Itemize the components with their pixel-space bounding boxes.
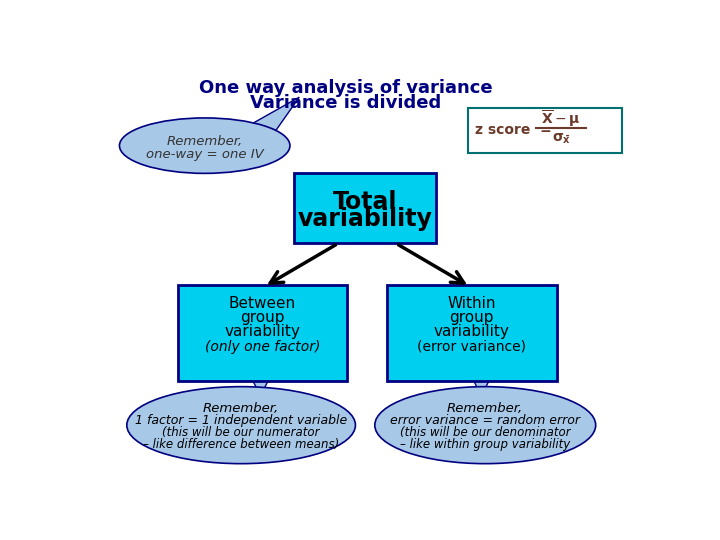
FancyBboxPatch shape bbox=[468, 108, 622, 153]
Text: Variance is divided: Variance is divided bbox=[250, 94, 441, 112]
Text: One way analysis of variance: One way analysis of variance bbox=[199, 79, 492, 97]
Text: variability: variability bbox=[433, 323, 510, 339]
Text: $\overline{\mathbf{X}} - \mathbf{\mu}$: $\overline{\mathbf{X}} - \mathbf{\mu}$ bbox=[541, 109, 581, 129]
Text: z score  =: z score = bbox=[475, 123, 552, 137]
Text: – like difference between means): – like difference between means) bbox=[143, 438, 339, 451]
Text: variability: variability bbox=[225, 323, 300, 339]
Text: (this will be our denominator: (this will be our denominator bbox=[400, 427, 570, 440]
Ellipse shape bbox=[120, 118, 290, 173]
Text: – like within group variability: – like within group variability bbox=[400, 438, 570, 451]
Polygon shape bbox=[253, 97, 300, 130]
Text: group: group bbox=[240, 310, 284, 325]
Text: (error variance): (error variance) bbox=[417, 340, 526, 354]
Text: one-way = one IV: one-way = one IV bbox=[146, 147, 264, 160]
Text: error variance = random error: error variance = random error bbox=[390, 414, 580, 427]
Ellipse shape bbox=[375, 387, 595, 464]
Text: (only one factor): (only one factor) bbox=[204, 340, 320, 354]
FancyBboxPatch shape bbox=[387, 285, 557, 381]
Text: variability: variability bbox=[297, 207, 433, 231]
Text: Remember,: Remember, bbox=[447, 402, 523, 415]
Text: Remember,: Remember, bbox=[166, 136, 243, 148]
Polygon shape bbox=[253, 381, 269, 396]
Text: Remember,: Remember, bbox=[203, 402, 279, 415]
Ellipse shape bbox=[127, 387, 356, 464]
Text: group: group bbox=[449, 310, 494, 325]
Polygon shape bbox=[474, 381, 489, 396]
Text: Total: Total bbox=[333, 190, 397, 214]
FancyBboxPatch shape bbox=[178, 285, 347, 381]
Text: (this will be our numerator: (this will be our numerator bbox=[163, 427, 320, 440]
Text: Between: Between bbox=[229, 296, 296, 311]
Text: Within: Within bbox=[447, 296, 496, 311]
Text: 1 factor = 1 independent variable: 1 factor = 1 independent variable bbox=[135, 414, 347, 427]
FancyBboxPatch shape bbox=[294, 173, 436, 244]
Text: $\mathbf{\sigma_{\bar{x}}}$: $\mathbf{\sigma_{\bar{x}}}$ bbox=[552, 132, 571, 146]
